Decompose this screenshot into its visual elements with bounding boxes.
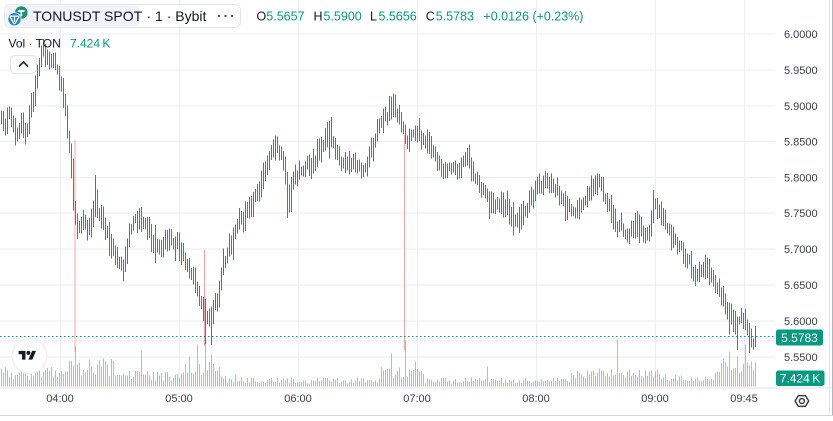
svg-text:07:00: 07:00	[403, 393, 431, 405]
svg-text:Vol · TON: Vol · TON	[9, 37, 61, 51]
svg-text:7.424 K: 7.424 K	[780, 372, 820, 386]
svg-text:5.5500: 5.5500	[784, 352, 818, 364]
svg-text:5.7000: 5.7000	[784, 244, 818, 256]
svg-text:08:00: 08:00	[522, 393, 550, 405]
svg-text:5.5783: 5.5783	[436, 10, 474, 24]
svg-text:5.5900: 5.5900	[324, 10, 362, 24]
svg-text:6.0000: 6.0000	[784, 29, 818, 41]
svg-text:5.6000: 5.6000	[784, 316, 818, 328]
svg-text:TONUSDT SPOT: TONUSDT SPOT	[33, 8, 143, 24]
svg-text:04:00: 04:00	[46, 393, 74, 405]
svg-text:5.8500: 5.8500	[784, 136, 818, 148]
svg-text:5.6500: 5.6500	[784, 280, 818, 292]
svg-text:5.5783: 5.5783	[781, 331, 818, 345]
svg-text:06:00: 06:00	[284, 393, 312, 405]
svg-text:05:00: 05:00	[165, 393, 193, 405]
svg-text:+0.0126 (+0.23%): +0.0126 (+0.23%)	[483, 10, 583, 24]
svg-text:09:45: 09:45	[730, 393, 758, 405]
svg-text:5.5656: 5.5656	[379, 10, 417, 24]
svg-text:O: O	[257, 10, 267, 24]
svg-text:· 1 · Bybit: · 1 · Bybit	[147, 8, 207, 24]
svg-text:L: L	[370, 10, 377, 24]
svg-text:C: C	[426, 10, 435, 24]
svg-text:5.7500: 5.7500	[784, 208, 818, 220]
svg-text:5.9000: 5.9000	[784, 101, 818, 113]
svg-text:7.424 K: 7.424 K	[70, 37, 110, 51]
svg-text:H: H	[314, 10, 323, 24]
svg-text:5.5657: 5.5657	[266, 10, 304, 24]
svg-text:09:00: 09:00	[641, 393, 669, 405]
svg-text:5.9500: 5.9500	[784, 65, 818, 77]
svg-text:5.8000: 5.8000	[784, 172, 818, 184]
